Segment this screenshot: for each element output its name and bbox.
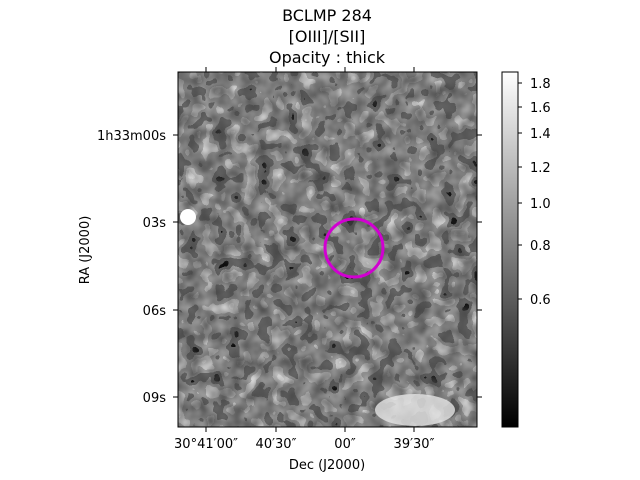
colorbar-frame — [501, 71, 519, 428]
plot-title-opacity: Opacity : thick — [268, 48, 386, 67]
x-axis-label: Dec (J2000) — [289, 458, 365, 473]
image-frame — [177, 71, 478, 428]
x-tick-label: 40′30″ — [256, 437, 297, 452]
y-axis-label: RA (J2000) — [78, 216, 93, 285]
x-tick-label: 00″ — [334, 437, 356, 452]
bright-region — [375, 394, 455, 426]
colorbar-tick-label: 1.0 — [530, 197, 551, 212]
y-ticks — [173, 134, 482, 398]
x-tick-label: 39′30″ — [394, 437, 435, 452]
plot-title-ratio: [OIII]/[SII] — [288, 27, 366, 46]
colorbar-tick-label: 1.2 — [530, 161, 551, 176]
colorbar-tick-label: 1.8 — [530, 77, 551, 92]
y-tick-label: 03s — [143, 216, 167, 231]
colorbar-tick-label: 0.6 — [530, 293, 551, 308]
y-tick-label: 06s — [143, 304, 167, 319]
colorbar-tick-label: 1.4 — [530, 127, 551, 142]
x-ticks — [205, 67, 415, 432]
plot-title-object: BCLMP 284 — [282, 6, 372, 25]
y-tick-label: 09s — [143, 391, 167, 406]
y-tick-label: 1h33m00s — [97, 129, 166, 144]
bright-source — [180, 209, 196, 225]
x-tick-label: 30°41′00″ — [174, 437, 238, 452]
colorbar-tick-label: 0.8 — [530, 239, 551, 254]
colorbar-gradient — [502, 72, 518, 427]
colorbar-tick-label: 1.6 — [530, 101, 551, 116]
region-circle — [323, 217, 385, 279]
ratio-map-image — [178, 72, 477, 427]
colorbar: 1.8 1.6 1.4 1.2 1.0 0.8 0.6 — [501, 71, 551, 428]
image-panel — [177, 71, 478, 428]
